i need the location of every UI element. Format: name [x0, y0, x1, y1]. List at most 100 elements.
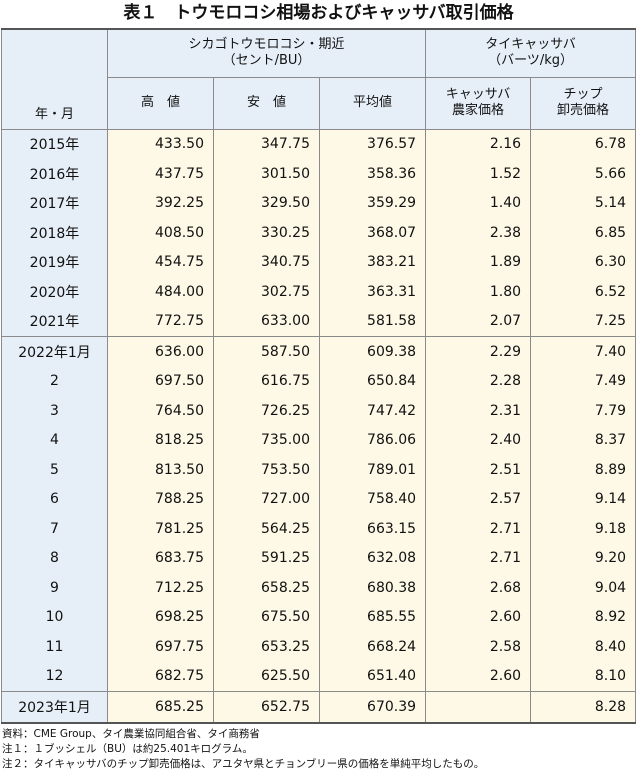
- cell-low: 625.50: [213, 661, 320, 692]
- cell-chip: 9.18: [530, 514, 637, 544]
- cell-chip: 8.40: [530, 632, 637, 662]
- col-header-chip-line2: 卸売価格: [557, 103, 610, 118]
- cell-high: 636.00: [107, 336, 214, 367]
- cell-farm: 2.60: [425, 602, 532, 632]
- cell-high: 781.25: [107, 514, 214, 544]
- cell-chip: 5.14: [530, 188, 637, 218]
- col-header-farm: キャッサバ 農家価格: [425, 77, 532, 130]
- cell-chip: 8.10: [530, 661, 637, 692]
- cell-low: 564.25: [213, 514, 320, 544]
- table-row: 2 697.50 616.75 650.84 2.28 7.49: [1, 366, 637, 396]
- cell-low: 633.00: [213, 306, 320, 337]
- corn-group-header: シカゴトウモロコシ・期近 （セント/BU）: [106, 28, 427, 78]
- table-row: 8 683.75 591.25 632.08 2.71 9.20: [1, 543, 637, 573]
- cell-avg: 789.01: [318, 455, 427, 485]
- table-row: 9 712.25 658.25 680.38 2.68 9.04: [1, 573, 637, 603]
- table-row: 2018年 408.50 330.25 368.07 2.38 6.85: [1, 218, 637, 248]
- cell-chip: 7.40: [530, 336, 637, 367]
- cell-high: 813.50: [107, 455, 214, 485]
- cell-farm: 1.89: [425, 247, 532, 277]
- cell-low: 753.50: [213, 455, 320, 485]
- col-header-avg: 平均値: [318, 77, 427, 130]
- cell-chip: 6.52: [530, 277, 637, 307]
- cell-high: 682.75: [107, 661, 214, 692]
- row-label: 2020年: [1, 277, 108, 307]
- cell-avg: 650.84: [318, 366, 427, 396]
- row-label: 11: [1, 632, 108, 662]
- cell-chip: 8.92: [530, 602, 637, 632]
- cell-chip: 8.89: [530, 455, 637, 485]
- table-row: 7 781.25 564.25 663.15 2.71 9.18: [1, 514, 637, 544]
- cell-high: 685.25: [107, 691, 214, 724]
- cell-avg: 758.40: [318, 484, 427, 514]
- cell-farm: 2.29: [425, 336, 532, 367]
- table-row: 10 698.25 675.50 685.55 2.60 8.92: [1, 602, 637, 632]
- table-row: 2016年 437.75 301.50 358.36 1.52 5.66: [1, 159, 637, 189]
- cell-high: 392.25: [107, 188, 214, 218]
- table-row: 2019年 454.75 340.75 383.21 1.89 6.30: [1, 247, 637, 277]
- cell-low: 653.25: [213, 632, 320, 662]
- row-label: 2: [1, 366, 108, 396]
- row-label: 8: [1, 543, 108, 573]
- cell-chip: 5.66: [530, 159, 637, 189]
- row-label: 2016年: [1, 159, 108, 189]
- cell-chip: 8.28: [530, 691, 637, 724]
- table-row: 2015年 433.50 347.75 376.57 2.16 6.78: [1, 129, 637, 159]
- cell-avg: 632.08: [318, 543, 427, 573]
- row-label: 10: [1, 602, 108, 632]
- cell-low: 658.25: [213, 573, 320, 603]
- note-1: 注１：１ブッシェル（BU）は約25.401キログラム。: [2, 743, 253, 755]
- row-label: 7: [1, 514, 108, 544]
- cell-chip: 6.30: [530, 247, 637, 277]
- table-row: 12 682.75 625.50 651.40 2.60 8.10: [1, 661, 637, 692]
- cell-avg: 609.38: [318, 336, 427, 367]
- cell-high: 788.25: [107, 484, 214, 514]
- row-label-header: 年・月: [1, 28, 108, 130]
- cell-high: 698.25: [107, 602, 214, 632]
- row-label: 2017年: [1, 188, 108, 218]
- cell-farm: 2.71: [425, 514, 532, 544]
- row-label: 3: [1, 396, 108, 426]
- table-row: 6 788.25 727.00 758.40 2.57 9.14: [1, 484, 637, 514]
- cell-low: 727.00: [213, 484, 320, 514]
- cell-farm: [425, 691, 532, 724]
- cell-farm: 2.16: [425, 129, 532, 159]
- row-label: 2015年: [1, 129, 108, 159]
- table-body: 2015年 433.50 347.75 376.57 2.16 6.78 2016年 437.…: [1, 129, 637, 724]
- cassava-group-title: タイキャッサバ: [485, 37, 576, 53]
- cell-farm: 2.60: [425, 661, 532, 692]
- cell-low: 301.50: [213, 159, 320, 189]
- cell-farm: 2.28: [425, 366, 532, 396]
- row-label: 2018年: [1, 218, 108, 248]
- cell-chip: 9.20: [530, 543, 637, 573]
- cell-high: 408.50: [107, 218, 214, 248]
- cell-farm: 2.31: [425, 396, 532, 426]
- note-source: 資料：CME Group、タイ農業協同組合省、タイ商務省: [2, 728, 260, 740]
- cell-avg: 358.36: [318, 159, 427, 189]
- cell-avg: 668.24: [318, 632, 427, 662]
- cell-high: 712.25: [107, 573, 214, 603]
- corn-group-title: シカゴトウモロコシ・期近: [188, 37, 345, 53]
- table-row: 3 764.50 726.25 747.42 2.31 7.79: [1, 396, 637, 426]
- cell-low: 330.25: [213, 218, 320, 248]
- cell-farm: 2.68: [425, 573, 532, 603]
- cell-avg: 363.31: [318, 277, 427, 307]
- cell-chip: 8.37: [530, 425, 637, 455]
- table-row: 11 697.75 653.25 668.24 2.58 8.40: [1, 632, 637, 662]
- cell-farm: 2.57: [425, 484, 532, 514]
- cell-low: 329.50: [213, 188, 320, 218]
- cell-avg: 368.07: [318, 218, 427, 248]
- cell-low: 652.75: [213, 691, 320, 724]
- row-label: 12: [1, 661, 108, 692]
- cell-chip: 7.49: [530, 366, 637, 396]
- cell-avg: 685.55: [318, 602, 427, 632]
- cell-low: 616.75: [213, 366, 320, 396]
- cell-high: 697.50: [107, 366, 214, 396]
- cell-low: 587.50: [213, 336, 320, 367]
- notes: 資料：CME Group、タイ農業協同組合省、タイ商務省 注１：１ブッシェル（B…: [2, 727, 484, 772]
- cell-avg: 786.06: [318, 425, 427, 455]
- cell-low: 675.50: [213, 602, 320, 632]
- cell-high: 454.75: [107, 247, 214, 277]
- cell-avg: 747.42: [318, 396, 427, 426]
- cell-low: 347.75: [213, 129, 320, 159]
